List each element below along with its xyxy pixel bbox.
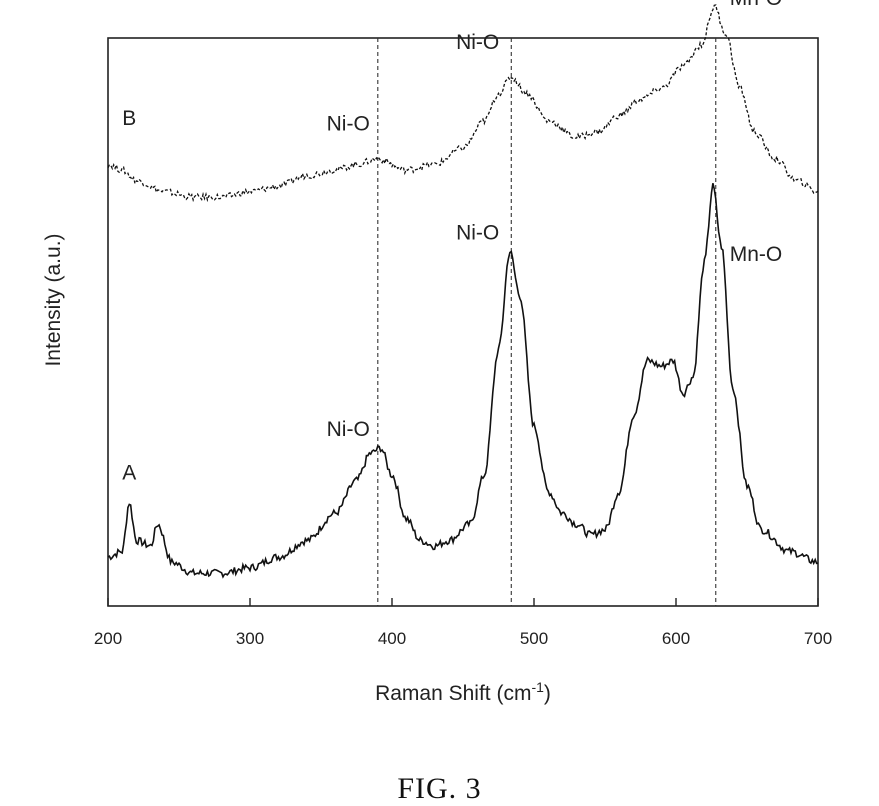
peak-label: Ni-O [456, 31, 499, 54]
reference-lines [377, 38, 717, 606]
series-label-B: B [122, 107, 136, 130]
plot-frame [107, 37, 819, 607]
x-tick-label: 200 [94, 629, 122, 648]
x-tick-label: 600 [662, 629, 690, 648]
x-tick-label: 500 [520, 629, 548, 648]
y-axis-title: Intensity (a.u.) [42, 233, 65, 366]
series-layer [107, 4, 819, 579]
peak-label: Ni-O [327, 113, 370, 136]
series-line-A [107, 183, 819, 579]
raman-chart: A Ni-O Ni-O Mn-O B Ni-O Ni-O Mn-O 200 300 400 500 6… [42, 0, 832, 705]
x-axis-title: Raman Shift (cm-1) [375, 679, 551, 705]
series-label-A: A [122, 461, 136, 484]
x-tick-label: 400 [378, 629, 406, 648]
peak-labels: A Ni-O Ni-O Mn-O B Ni-O Ni-O Mn-O [122, 0, 782, 484]
peak-label: Ni-O [327, 418, 370, 441]
series-line-B [107, 4, 819, 203]
peak-label: Mn-O [730, 243, 783, 266]
x-axis-ticks: 200 300 400 500 600 700 [94, 598, 832, 648]
peak-label: Ni-O [456, 222, 499, 245]
figure-caption: FIG. 3 [397, 772, 482, 805]
x-tick-label: 300 [236, 629, 264, 648]
peak-label: Mn-O [730, 0, 783, 10]
x-tick-label: 700 [804, 629, 832, 648]
